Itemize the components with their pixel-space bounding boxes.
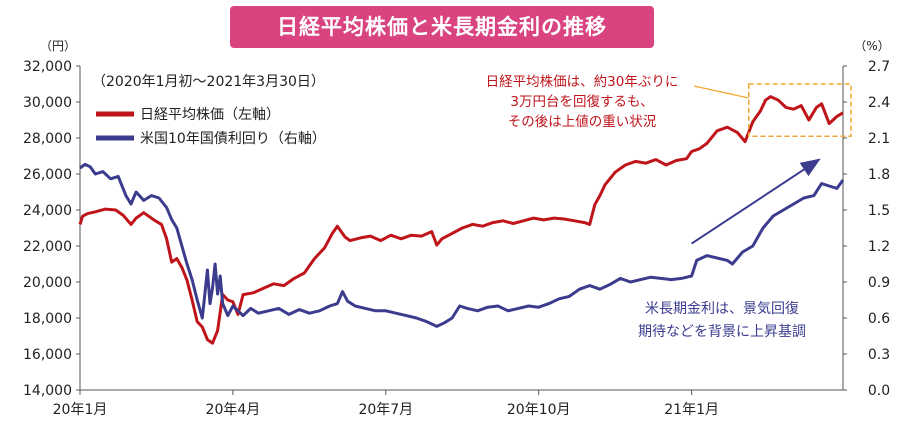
right-tick-label: 0.0	[868, 383, 890, 399]
annotation-yield-line: 期待などを背景に上昇基調	[638, 323, 806, 340]
right-tick-label: 0.3	[868, 347, 890, 363]
series-line-us10y	[79, 162, 845, 328]
right-tick-label: 1.2	[868, 239, 890, 255]
x-tick-label: 20年7月	[358, 402, 413, 418]
left-tick-label: 24,000	[23, 203, 72, 219]
x-tick-label: 20年1月	[53, 402, 108, 418]
left-tick-label: 30,000	[23, 95, 72, 111]
annotation-nikkei-line: その後は上値の重い状況	[508, 114, 657, 130]
left-tick-label: 20,000	[23, 275, 72, 291]
x-tick-label: 21年1月	[664, 402, 719, 418]
left-tick-label: 16,000	[23, 347, 72, 363]
trend-arrow	[691, 158, 821, 245]
left-unit-label: （円）	[40, 39, 76, 53]
right-tick-label: 0.9	[868, 275, 890, 291]
left-tick-label: 18,000	[23, 311, 72, 327]
legend-label: 米国10年国債利回り（右軸）	[140, 131, 326, 147]
chart-title: 日経平均株価と米長期金利の推移	[230, 6, 654, 48]
left-tick-label: 28,000	[23, 131, 72, 147]
left-tick-label: 14,000	[23, 383, 72, 399]
right-tick-label: 0.6	[868, 311, 890, 327]
annotation-yield-line: 米長期金利は、景気回復	[645, 300, 799, 317]
right-tick-label: 2.1	[868, 131, 890, 147]
highlight-box	[748, 83, 852, 137]
annotation-connector	[693, 85, 749, 99]
x-tick-label: 20年4月	[206, 402, 261, 418]
annotation-nikkei-line: 日経平均株価は、約30年ぶりに	[486, 74, 679, 90]
left-tick-label: 26,000	[23, 167, 72, 183]
x-tick-label: 20年10月	[507, 402, 571, 418]
right-tick-label: 2.4	[868, 95, 890, 111]
right-tick-label: 1.8	[868, 167, 890, 183]
series-line-nikkei	[78, 95, 844, 345]
left-tick-label: 32,000	[23, 59, 72, 75]
right-tick-label: 1.5	[868, 203, 890, 219]
annotation-nikkei-line: 3万円台を回復するも、	[510, 93, 653, 110]
right-tick-label: 2.7	[868, 59, 890, 75]
right-unit-label: （%）	[854, 39, 889, 53]
left-tick-label: 22,000	[23, 239, 72, 255]
chart-subtitle: （2020年1月初～2021年3月30日）	[92, 73, 325, 90]
legend-label: 日経平均株価（左軸）	[140, 107, 280, 123]
